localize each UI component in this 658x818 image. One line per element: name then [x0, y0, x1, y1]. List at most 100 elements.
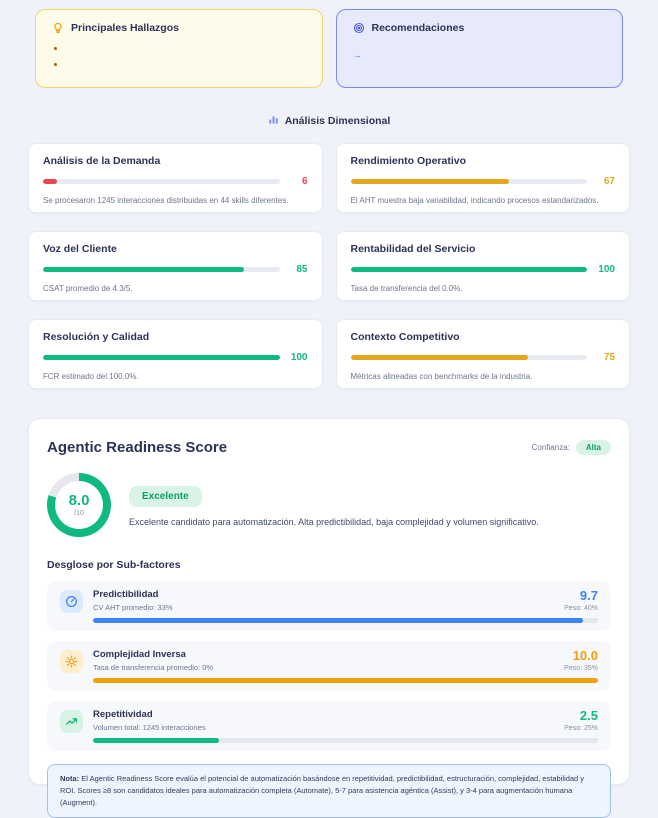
subfactor-progress-fill [93, 618, 583, 623]
subfactor-weight: Peso: 40% [564, 605, 598, 612]
subfactor-progress-track [93, 678, 598, 683]
subfactors-heading: Desglose por Sub-factores [47, 559, 181, 571]
recommendations-header: Recomendaciones [353, 22, 607, 34]
subfactor-texts: Complejidad Inversa Tasa de transferenci… [93, 649, 564, 672]
dimension-bar-row: 100 [43, 352, 308, 363]
dimensional-analysis-header: Análisis Dimensional [28, 114, 630, 128]
dimension-card: Rendimiento Operativo 67 El AHT muestra … [335, 143, 630, 213]
dimension-progress-track [350, 267, 587, 272]
subfactor-texts: Repetitividad Volumen total: 1245 intera… [93, 709, 564, 732]
subfactor-top: Complejidad Inversa Tasa de transferenci… [60, 649, 598, 673]
dimension-progress-fill [350, 179, 509, 184]
subfactor-title: Repetitividad [93, 709, 153, 720]
bullet-dot [54, 63, 57, 66]
findings-title: Principales Hallazgos [71, 22, 179, 34]
dimension-card: Resolución y Calidad 100 FCR estimado de… [28, 319, 323, 389]
dimension-progress-fill [43, 179, 58, 184]
dimension-score: 100 [290, 352, 308, 363]
subfactor-detail: Volumen total: 1245 interacciones [93, 723, 206, 733]
trend-up-icon [60, 710, 83, 733]
subfactor-texts: Predictibilidad CV AHT promedio: 33% [93, 589, 564, 612]
dimension-card: Análisis de la Demanda 6 Se procesaron 1… [28, 143, 323, 213]
subfactor-weight: Peso: 35% [564, 665, 598, 672]
dimension-description: Se procesaron 1245 interacciones distrib… [43, 196, 289, 205]
target-icon [353, 22, 365, 34]
dimension-card: Rentabilidad del Servicio 100 Tasa de tr… [335, 231, 630, 301]
findings-header: Principales Hallazgos [52, 22, 306, 34]
dimension-progress-fill [43, 267, 245, 272]
score-max: /10 [74, 510, 84, 517]
dimension-progress-track [43, 179, 280, 184]
subfactor-value: 2.5 [579, 708, 598, 723]
lightbulb-icon [52, 22, 64, 34]
dimension-score: 100 [598, 264, 615, 275]
subfactor-top: Predictibilidad CV AHT promedio: 33% 9.7… [60, 589, 598, 613]
subfactor-row: Predictibilidad CV AHT promedio: 33% 9.7… [47, 581, 611, 631]
dimension-title: Contexto Competitivo [350, 331, 460, 343]
dimension-card: Voz del Cliente 85 CSAT promedio de 4.3/… [28, 231, 323, 301]
dimension-description: FCR estimado del 100.0%. [43, 372, 139, 381]
dimension-title: Análisis de la Demanda [43, 155, 161, 167]
subfactor-detail: Tasa de transferencia promedio: 0% [93, 663, 214, 673]
subfactor-score: 2.5 Peso: 25% [564, 709, 598, 732]
subfactor-top: Repetitividad Volumen total: 1245 intera… [60, 709, 598, 733]
dimension-score: 75 [603, 352, 615, 363]
subfactor-value: 9.7 [579, 588, 598, 603]
subfactor-score: 9.7 Peso: 40% [564, 589, 598, 612]
score-value: 8.0 [68, 492, 90, 509]
readiness-title: Agentic Readiness Score [47, 439, 228, 456]
dimension-title: Resolución y Calidad [43, 331, 150, 343]
recommendations-list: → [353, 50, 607, 60]
dimension-score: 6 [301, 176, 308, 187]
dimension-progress-fill [350, 355, 528, 360]
dimension-title: Voz del Cliente [43, 243, 117, 255]
dimension-progress-track [350, 355, 587, 360]
finding-item [52, 63, 306, 66]
section-title: Análisis Dimensional [284, 115, 391, 127]
subfactor-progress-fill [93, 738, 220, 743]
score-donut: 8.0 /10 [47, 473, 111, 537]
score-badge: Excelente [129, 485, 202, 507]
bar-chart-icon [268, 114, 279, 128]
dimension-title: Rendimiento Operativo [350, 155, 467, 167]
confidence-badge: Alta [575, 440, 611, 455]
dimension-bar-row: 67 [350, 176, 615, 187]
note-label: Nota: [60, 774, 80, 783]
dimension-card: Contexto Competitivo 75 Métricas alinead… [335, 319, 630, 389]
score-description: Excelente candidato para automatización.… [129, 516, 539, 527]
note-box: Nota: El Agentic Readiness Score evalúa … [47, 764, 611, 818]
dimension-progress-fill [43, 355, 280, 360]
subfactor-title: Predictibilidad [93, 589, 159, 600]
dimension-score: 67 [603, 176, 615, 187]
findings-card: Principales Hallazgos [35, 9, 323, 88]
dimension-progress-track [43, 267, 280, 272]
readiness-header: Agentic Readiness Score Confianza: Alta [47, 439, 611, 456]
dimension-description: Tasa de transferencia del 0.0%. [350, 284, 463, 293]
finding-item [52, 47, 306, 50]
dimension-bar-row: 85 [43, 264, 308, 275]
gear-icon [60, 650, 83, 673]
dimension-description: Métricas alineadas con benchmarks de la … [350, 372, 533, 381]
recommendations-card: Recomendaciones → [335, 9, 623, 88]
findings-list [52, 47, 306, 66]
confidence: Confianza: Alta [532, 440, 611, 455]
agentic-readiness-card: Agentic Readiness Score Confianza: Alta … [28, 418, 630, 818]
subfactor-row: Repetitividad Volumen total: 1245 intera… [47, 701, 611, 751]
dimension-bar-row: 75 [350, 352, 615, 363]
bullet-dot [54, 47, 57, 50]
subfactor-score: 10.0 Peso: 35% [564, 649, 598, 672]
insights-row: Principales Hallazgos Recomendaciones → [35, 9, 623, 88]
dimension-description: El AHT muestra baja variabilidad, indica… [350, 196, 599, 205]
dimension-progress-track [350, 179, 587, 184]
subfactor-progress-track [93, 618, 598, 623]
subfactor-value: 10.0 [572, 648, 598, 663]
dimension-bar-row: 100 [350, 264, 615, 275]
subfactor-title: Complejidad Inversa [93, 649, 186, 660]
subfactor-detail: CV AHT promedio: 33% [93, 603, 173, 613]
score-donut-center: 8.0 /10 [55, 481, 103, 529]
subfactor-row: Complejidad Inversa Tasa de transferenci… [47, 641, 611, 691]
gauge-icon [60, 590, 83, 613]
dimension-description: CSAT promedio de 4.3/5. [43, 284, 133, 293]
dimension-title: Rentabilidad del Servicio [350, 243, 476, 255]
note-text: El Agentic Readiness Score evalúa el pot… [60, 774, 585, 807]
